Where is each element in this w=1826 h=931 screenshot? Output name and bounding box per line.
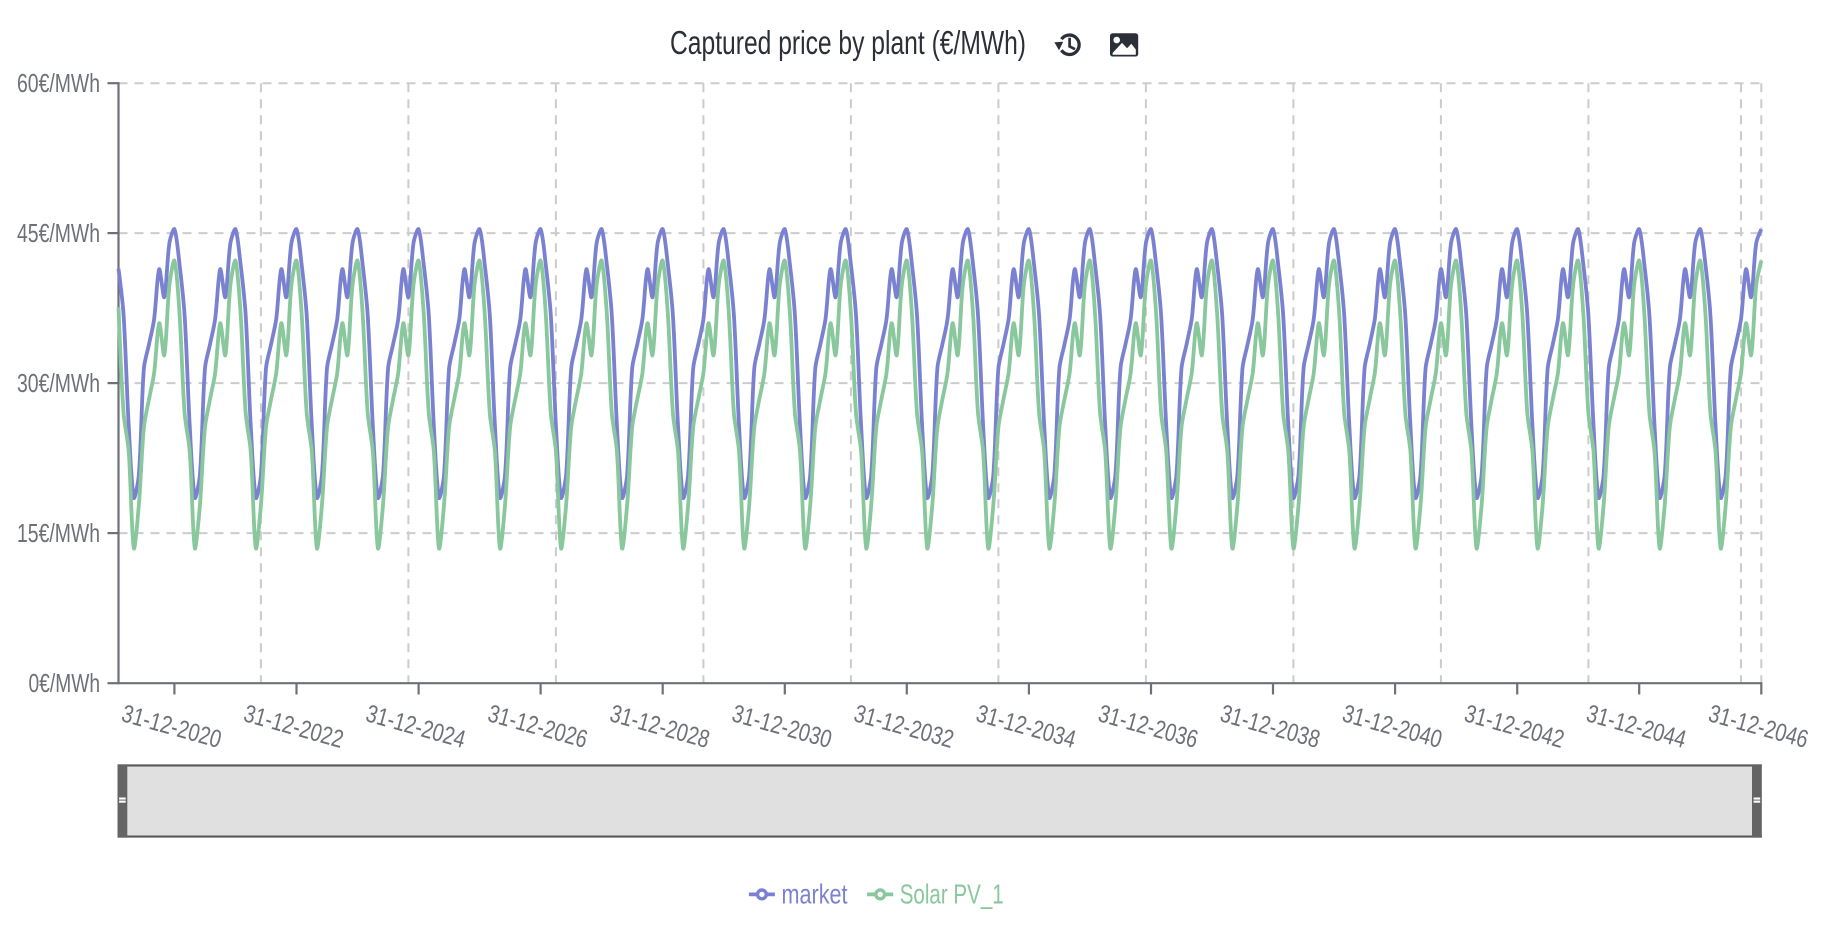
svg-text:market: market	[782, 879, 848, 910]
svg-text:15€/MWh: 15€/MWh	[17, 518, 100, 548]
svg-text:0€/MWh: 0€/MWh	[29, 668, 101, 698]
svg-text:30€/MWh: 30€/MWh	[17, 368, 100, 398]
svg-text:Captured price by plant (€/MWh: Captured price by plant (€/MWh)	[670, 24, 1026, 61]
svg-text:60€/MWh: 60€/MWh	[17, 68, 100, 98]
svg-text:45€/MWh: 45€/MWh	[17, 218, 100, 248]
svg-text:Solar PV_1: Solar PV_1	[900, 879, 1004, 910]
